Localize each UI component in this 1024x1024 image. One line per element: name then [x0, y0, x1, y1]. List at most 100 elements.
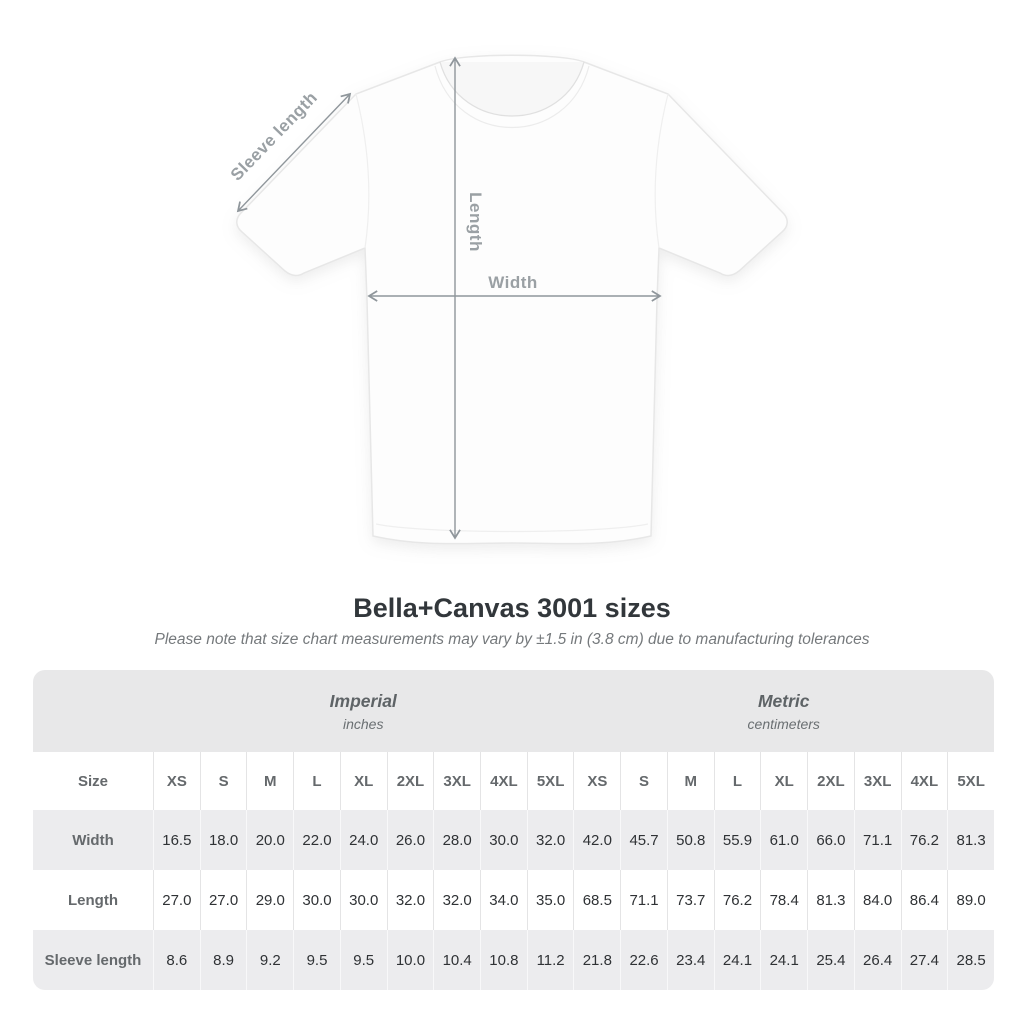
- size-chart-table: Imperial inches Metric centimeters Size …: [33, 670, 994, 990]
- measurement-cell: 86.4: [900, 870, 948, 930]
- measurement-cell: 66.0: [807, 810, 854, 870]
- measurement-cell: 30.0: [293, 870, 340, 930]
- measurement-cell: 71.1: [853, 810, 901, 870]
- measurement-cell: 81.3: [947, 810, 994, 870]
- size-header-metric-3xl: 3XL: [853, 752, 901, 810]
- measurement-cell: 16.5: [153, 810, 200, 870]
- measurement-cell: 50.8: [666, 810, 714, 870]
- measurement-cell: 71.1: [620, 870, 667, 930]
- metric-unit-label: centimeters: [747, 715, 820, 732]
- sleeve-length-arrow: [236, 92, 352, 213]
- measurement-cell: 30.0: [480, 810, 527, 870]
- measurement-cell: 24.1: [713, 930, 761, 990]
- size-header-metric-m: M: [666, 752, 714, 810]
- measurement-row-label: Width: [72, 831, 114, 849]
- measurement-cell: 23.4: [666, 930, 714, 990]
- imperial-unit-label: inches: [343, 715, 384, 732]
- measurement-cell: 27.0: [153, 870, 200, 930]
- measurement-cell: 22.6: [620, 930, 667, 990]
- band-corner-cell: [33, 670, 153, 752]
- measurement-cell: 26.0: [386, 810, 434, 870]
- measurement-cell: 89.0: [947, 870, 994, 930]
- measurement-cell: 32.0: [526, 810, 574, 870]
- measurement-cell: 18.0: [199, 810, 247, 870]
- measurement-cell: 32.0: [386, 870, 434, 930]
- measurement-cell: 22.0: [293, 810, 340, 870]
- measurement-cell: 24.0: [339, 810, 387, 870]
- hem-seam: [375, 523, 649, 533]
- measurement-cell: 8.9: [199, 930, 247, 990]
- size-header-metric-l: L: [713, 752, 761, 810]
- measurement-cell: 9.5: [339, 930, 387, 990]
- measurement-cell: 27.4: [900, 930, 948, 990]
- page-title: Bella+Canvas 3001 sizes: [353, 593, 671, 623]
- measurement-cell: 26.4: [853, 930, 901, 990]
- size-header-imperial-xs: XS: [153, 752, 200, 810]
- measurement-cell: 10.4: [433, 930, 480, 990]
- length-label: Length: [466, 192, 485, 252]
- measurement-cell: 29.0: [246, 870, 293, 930]
- measurement-cell: 45.7: [620, 810, 667, 870]
- size-header-metric-xl: XL: [760, 752, 807, 810]
- measurement-cell: 84.0: [853, 870, 901, 930]
- measurement-cell: 21.8: [573, 930, 620, 990]
- measurement-row: Sleeve length 8.6 8.9 9.2 9.5 9.5 10.0 10.4 10.8…: [33, 930, 994, 990]
- size-header-imperial-xl: XL: [339, 752, 387, 810]
- measurement-cell: 76.2: [713, 870, 761, 930]
- measurement-cell: 32.0: [433, 870, 480, 930]
- measurement-cell: 76.2: [900, 810, 948, 870]
- width-label: Width: [488, 273, 538, 292]
- right-sleeve-seam: [654, 93, 669, 249]
- measurement-row-label: Length: [68, 891, 118, 909]
- tshirt-illustration: [236, 54, 788, 545]
- width-measure: Width: [367, 273, 662, 302]
- units-band-row: Imperial inches Metric centimeters: [33, 670, 994, 752]
- imperial-label: Imperial: [329, 690, 397, 711]
- left-sleeve-seam: [355, 93, 370, 249]
- measurement-cell: 78.4: [760, 870, 807, 930]
- measurement-cell: 9.2: [246, 930, 293, 990]
- measurement-row: Length 27.0 27.0 29.0 30.0 30.0 32.0 32.0 34.0 35…: [33, 870, 994, 930]
- metric-label: Metric: [757, 690, 810, 711]
- size-header-metric-2xl: 2XL: [807, 752, 854, 810]
- measurement-row: Width 16.5 18.0 20.0 22.0 24.0 26.0 28.0 30.0 32.…: [33, 810, 994, 870]
- size-header-imperial-3xl: 3XL: [433, 752, 480, 810]
- measurement-cell: 73.7: [666, 870, 714, 930]
- size-header-metric-5xl: 5XL: [947, 752, 994, 810]
- measurement-cell: 11.2: [526, 930, 574, 990]
- measurement-cell: 30.0: [339, 870, 387, 930]
- measurement-row-label: Sleeve length: [44, 951, 142, 969]
- measurement-cell: 68.5: [573, 870, 620, 930]
- size-header-row: Size XS S M L XL 2XL 3XL 4XL 5XL XS S M L XL 2XL 3XL 4XL…: [33, 752, 994, 810]
- measurement-cell: 28.5: [947, 930, 994, 990]
- collar-seam: [434, 65, 590, 128]
- measurement-cell: 34.0: [480, 870, 527, 930]
- metric-band: Metric centimeters: [573, 670, 994, 752]
- size-header-metric-s: S: [620, 752, 667, 810]
- size-header-metric-4xl: 4XL: [900, 752, 948, 810]
- measurement-cell: 35.0: [526, 870, 574, 930]
- measurement-cell: 25.4: [807, 930, 854, 990]
- size-column-header: Size: [77, 772, 108, 790]
- measurement-cell: 27.0: [199, 870, 247, 930]
- size-header-imperial-m: M: [246, 752, 293, 810]
- size-header-imperial-l: L: [293, 752, 340, 810]
- size-header-imperial-s: S: [199, 752, 247, 810]
- measurement-cell: 8.6: [153, 930, 200, 990]
- measurement-cell: 81.3: [807, 870, 854, 930]
- size-header-metric-xs: XS: [573, 752, 620, 810]
- measurement-cell: 61.0: [760, 810, 807, 870]
- measurement-cell: 42.0: [573, 810, 620, 870]
- measurement-cell: 10.0: [386, 930, 434, 990]
- measurement-cell: 28.0: [433, 810, 480, 870]
- size-header-imperial-5xl: 5XL: [526, 752, 574, 810]
- size-header-imperial-4xl: 4XL: [480, 752, 527, 810]
- measurement-cell: 9.5: [293, 930, 340, 990]
- imperial-band: Imperial inches: [153, 670, 574, 752]
- page-subtitle: Please note that size chart measurements…: [154, 631, 870, 648]
- size-header-imperial-2xl: 2XL: [386, 752, 434, 810]
- measurement-cell: 20.0: [246, 810, 293, 870]
- tshirt-measurement-diagram: Sleeve length Length Width: [227, 54, 788, 545]
- measurement-cell: 24.1: [760, 930, 807, 990]
- measurement-cell: 10.8: [480, 930, 527, 990]
